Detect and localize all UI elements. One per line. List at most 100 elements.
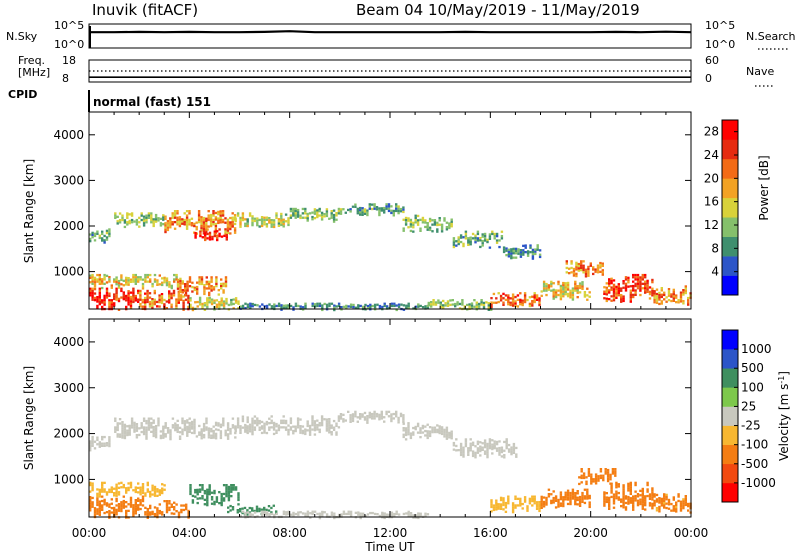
power-cell bbox=[127, 296, 130, 299]
velocity-cell bbox=[603, 500, 606, 503]
velocity-cell bbox=[554, 499, 558, 502]
velocity-cell bbox=[376, 513, 379, 516]
power-cell bbox=[495, 239, 499, 242]
power-cell bbox=[622, 299, 625, 303]
velocity-cell bbox=[528, 499, 532, 503]
velocity-cell bbox=[510, 446, 513, 449]
velocity-cell bbox=[608, 496, 611, 499]
power-cell bbox=[160, 301, 164, 305]
velocity-cell bbox=[98, 495, 101, 498]
velocity-cell bbox=[123, 434, 127, 437]
power-cell bbox=[416, 214, 420, 218]
power-cell bbox=[202, 219, 206, 222]
velocity-cell bbox=[89, 481, 92, 484]
power-cell bbox=[220, 235, 224, 238]
velocity-cell bbox=[210, 427, 213, 431]
velocity-cell bbox=[663, 502, 666, 505]
velocity-cell bbox=[121, 425, 124, 428]
power-cell bbox=[127, 303, 130, 306]
power-cell bbox=[514, 249, 518, 253]
velocity-band-3 bbox=[189, 484, 240, 507]
velocity-cell bbox=[194, 491, 197, 494]
time-x-axis: 00:00 04:00 08:00 12:00 16:00 20:00 00:00 bbox=[72, 112, 708, 540]
power-cell bbox=[214, 222, 218, 226]
power-cell bbox=[476, 232, 480, 236]
power-cell bbox=[91, 287, 94, 290]
power-cell bbox=[180, 298, 183, 301]
power-cell bbox=[110, 299, 113, 302]
velocity-cell bbox=[641, 503, 644, 506]
power-cell bbox=[123, 225, 127, 229]
velocity-colorbar-swatch bbox=[722, 425, 738, 445]
power-cell bbox=[421, 306, 425, 309]
velocity-cell bbox=[116, 426, 119, 429]
velocity-cell bbox=[116, 422, 119, 425]
power-cell bbox=[323, 302, 326, 306]
power-cell bbox=[294, 302, 298, 305]
velocity-cell bbox=[459, 447, 463, 450]
noise-left-tick-bottom: 10^0 bbox=[54, 38, 84, 51]
velocity-cell bbox=[224, 431, 227, 435]
power-cell bbox=[197, 218, 201, 222]
velocity-cell bbox=[129, 505, 133, 508]
velocity-cell bbox=[667, 507, 671, 510]
power-cell bbox=[594, 268, 597, 271]
velocity-cell bbox=[149, 495, 152, 498]
power-cell bbox=[564, 290, 567, 294]
velocity-cell bbox=[438, 431, 441, 435]
power-cell bbox=[552, 295, 555, 298]
power-cell bbox=[169, 226, 172, 229]
velocity-cell bbox=[226, 426, 230, 429]
velocity-cell bbox=[648, 502, 652, 505]
velocity-cell bbox=[201, 484, 204, 487]
power-cell bbox=[156, 281, 159, 284]
velocity-cell bbox=[419, 427, 422, 430]
power-cell bbox=[458, 307, 462, 310]
velocity-cell bbox=[141, 497, 145, 500]
velocity-cell bbox=[141, 489, 145, 492]
velocity-cell bbox=[651, 498, 654, 501]
power-cell bbox=[214, 227, 218, 230]
velocity-cell bbox=[123, 428, 127, 431]
velocity-cell bbox=[421, 431, 425, 434]
velocity-cell bbox=[212, 429, 215, 433]
velocity-cell bbox=[402, 429, 405, 432]
power-cell bbox=[248, 214, 252, 217]
velocity-cell bbox=[483, 439, 487, 442]
velocity-cell bbox=[141, 491, 145, 495]
power-cell bbox=[452, 243, 456, 246]
power-cell bbox=[121, 216, 124, 219]
power-cell bbox=[113, 297, 116, 301]
power-cell bbox=[311, 302, 314, 305]
velocity-cell bbox=[234, 427, 237, 430]
power-cell bbox=[397, 209, 400, 213]
power-cell bbox=[113, 280, 116, 283]
power-cell bbox=[439, 303, 442, 306]
power-cell bbox=[562, 290, 565, 293]
power-cell bbox=[538, 249, 542, 252]
power-cell bbox=[510, 254, 513, 258]
velocity-cell bbox=[359, 516, 362, 520]
velocity-cell bbox=[416, 422, 420, 425]
velocity-cell bbox=[114, 426, 117, 429]
velocity-cell bbox=[144, 492, 147, 495]
velocity-cell bbox=[251, 507, 254, 510]
velocity-cell bbox=[445, 431, 449, 434]
velocity-cell bbox=[486, 451, 489, 454]
velocity-cell bbox=[157, 417, 160, 420]
velocity-cell bbox=[440, 428, 444, 431]
power-cell bbox=[632, 295, 635, 299]
power-cell bbox=[404, 223, 408, 226]
velocity-cell bbox=[651, 496, 654, 499]
power-cell bbox=[224, 280, 228, 283]
velocity-cell bbox=[417, 512, 420, 515]
power-cell bbox=[120, 296, 123, 299]
power-cell bbox=[395, 308, 398, 312]
velocity-cell bbox=[268, 422, 271, 425]
power-cell bbox=[430, 305, 433, 308]
velocity-cell bbox=[682, 498, 685, 501]
station-title: Inuvik (fitACF) bbox=[92, 1, 198, 19]
velocity-cell bbox=[208, 488, 211, 491]
velocity-cell bbox=[495, 443, 499, 446]
power-cell bbox=[617, 287, 620, 290]
